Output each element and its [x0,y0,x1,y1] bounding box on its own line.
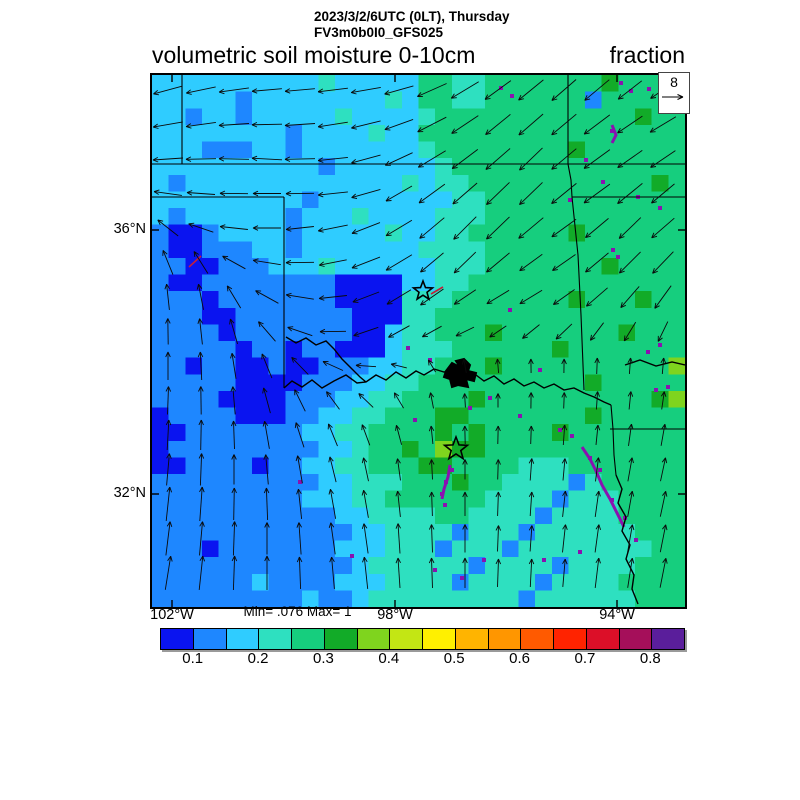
datetime-title: 2023/3/2/6UTC (0LT), Thursday [314,9,510,24]
wind-reference-box: 8 [658,72,690,114]
colorbar-cell [652,629,684,649]
colorbar-cell [455,629,489,649]
colorbar-cell [423,629,456,649]
colorbar-cell [161,629,194,649]
map-plot-area [150,73,687,609]
colorbar-tick-label: 0.4 [378,650,400,667]
rivers [283,336,685,605]
red-dash-marks [188,255,444,295]
lon-label: 102°W [150,607,194,623]
wind-reference-value: 8 [670,74,678,90]
lon-label: 94°W [599,607,635,623]
colorbar-cell [226,629,260,649]
lat-label: 32°N [113,485,146,501]
colorbar-cell [357,629,391,649]
colorbar-tick-label: 0.6 [509,650,530,667]
colorbar-cell [193,629,227,649]
colorbar-tick-label: 0.1 [182,650,204,667]
lat-label: 36°N [113,221,146,237]
units-label: fraction [609,42,685,68]
lon-label: 98°W [377,607,413,623]
page-title: volumetric soil moisture 0-10cm [152,42,476,68]
moisture-grid [152,75,685,607]
reference-arrow-icon [662,94,684,100]
purple-wet-specks [298,81,670,580]
colorbar-tick-label: 0.8 [639,650,661,667]
minmax-annotation: Min= .076 Max= 1 [243,604,352,619]
colorbar-tick-label: 0.7 [574,650,596,667]
state-boundaries [152,75,685,476]
colorbar-cell [488,629,522,649]
colorbar [160,628,685,650]
star-markers [411,278,470,461]
model-run-title: FV3m0b0I0_GFS025 [314,25,444,40]
colorbar-cell [619,629,653,649]
map-canvas [152,75,685,607]
map-frame-ticks [152,75,685,607]
wind-arrows [152,79,677,591]
colorbar-cell [292,629,325,649]
colorbar-cell [586,629,620,649]
colorbar-cell [324,629,358,649]
colorbar-cell [554,629,587,649]
colorbar-cell [259,629,292,649]
lake-blob [442,357,478,389]
colorbar-tick-label: 0.5 [443,650,465,667]
colorbar-cell [390,629,423,649]
colorbar-tick-label: 0.2 [247,650,269,667]
colorbar-cell [521,629,554,649]
colorbar-tick-label: 0.3 [313,650,334,667]
